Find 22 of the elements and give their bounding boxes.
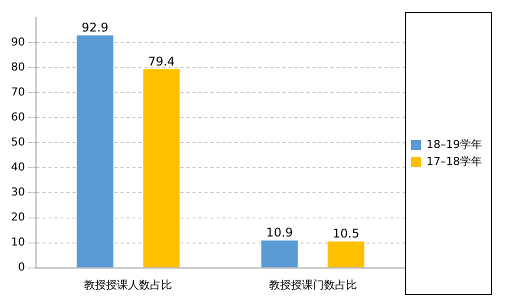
y-tick-label: 20 [10,210,25,224]
y-tick-label: 80 [10,60,25,74]
y-tick-label: 70 [10,86,25,99]
y-tick-label: 30 [10,186,25,199]
y-tick-label: 0 [18,260,25,274]
y-tick-label: 50 [10,136,25,149]
x-tick-label: 教授授课人数占比 [84,278,172,292]
legend-label: 18–19学年 [426,138,482,151]
bar [143,69,180,268]
data-label: 10.9 [266,226,293,240]
data-label: 79.4 [148,54,175,68]
bar [261,240,298,268]
x-tick-label: 教授授课门数占比 [268,278,357,292]
data-label: 10.5 [332,226,360,241]
y-tick-label: 90 [10,35,25,48]
bar [76,35,114,268]
legend-label: 17–18学年 [426,154,482,168]
y-tick-label: 60 [10,110,25,124]
y-tick-label: 10 [10,236,25,249]
y-tick-label: 40 [10,160,25,174]
data-label: 92.9 [82,20,108,34]
bar [328,242,364,268]
